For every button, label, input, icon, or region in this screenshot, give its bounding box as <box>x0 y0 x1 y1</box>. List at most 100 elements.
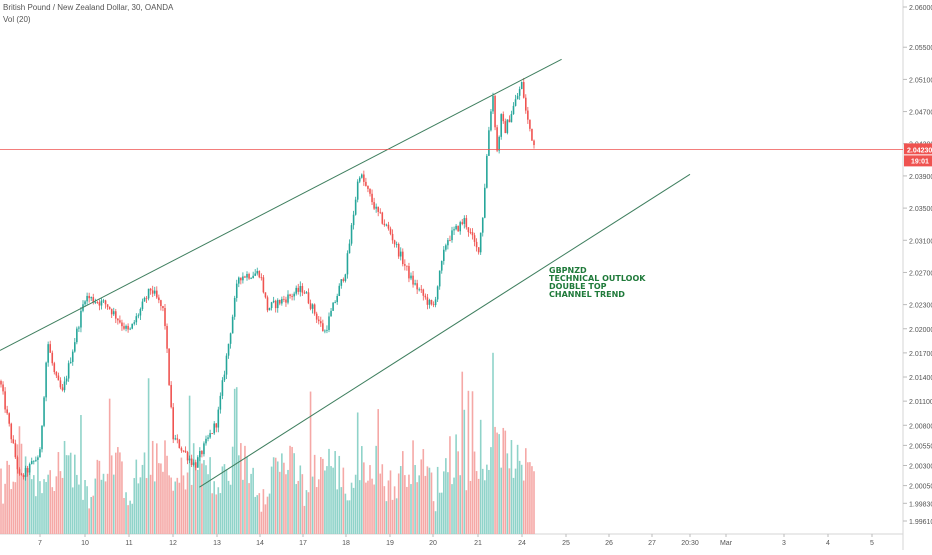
candle-body <box>506 119 509 134</box>
price-tick-label: 2.03100 <box>909 238 932 245</box>
volume-bar <box>416 482 418 534</box>
candle-body <box>123 326 125 329</box>
volume-bar <box>110 455 113 534</box>
volume-bar <box>41 493 43 534</box>
volume-bar <box>143 452 146 534</box>
volume-bar <box>289 445 291 534</box>
candle-body <box>30 461 33 465</box>
volume-bar <box>18 426 21 534</box>
trendline-upper <box>0 58 562 351</box>
volume-bar <box>410 484 412 534</box>
volume-bar <box>250 473 252 534</box>
candle-body <box>125 325 127 329</box>
candle-body <box>494 96 496 128</box>
volume-bar <box>307 492 310 534</box>
candle-body <box>205 438 207 444</box>
candle-body <box>479 232 482 253</box>
candle-body <box>330 310 332 317</box>
candle-body <box>385 224 388 226</box>
volume-bar <box>354 474 357 534</box>
volume-bar <box>221 466 224 534</box>
volume-bar <box>340 487 343 534</box>
volume-bar <box>186 472 189 534</box>
volume-bar <box>51 487 54 534</box>
volume-bar <box>270 466 273 534</box>
volume-bar <box>469 480 472 534</box>
volume-bar <box>22 475 25 534</box>
candle-body <box>194 462 197 468</box>
candle-body <box>490 111 492 131</box>
candle-body <box>404 264 406 266</box>
volume-bar <box>248 483 250 534</box>
volume-bar <box>133 478 136 534</box>
candle-body <box>254 273 256 276</box>
candle-body <box>414 283 416 285</box>
volume-bar <box>358 480 361 534</box>
candle-body <box>504 121 507 134</box>
volume-bar <box>135 459 138 534</box>
time-tick-label: 4 <box>826 540 830 547</box>
volume-bar <box>445 458 447 534</box>
candle-body <box>395 243 398 245</box>
candle-body <box>41 425 43 450</box>
candle-body <box>465 218 468 228</box>
volume-bar <box>395 498 398 534</box>
volume-bar <box>182 475 185 534</box>
volume-bar <box>74 454 76 534</box>
price-tick-label: 2.00300 <box>909 463 932 470</box>
candle-body <box>197 457 199 468</box>
candle-body <box>332 302 334 311</box>
candle-body <box>86 295 88 302</box>
candle-body <box>379 211 382 213</box>
volume-bar <box>137 483 140 534</box>
candle-body <box>137 315 140 317</box>
volume-bar <box>201 463 203 534</box>
price-tick-label: 2.02300 <box>909 303 932 310</box>
volume-indicator-label[interactable]: Vol (20) <box>3 15 31 24</box>
volume-bar <box>39 481 41 534</box>
candle-body <box>147 288 150 299</box>
volume-bar <box>332 467 334 534</box>
candle-body <box>477 247 480 253</box>
volume-bar <box>279 471 281 534</box>
volume-bar <box>502 427 505 534</box>
candle-body <box>498 136 500 151</box>
volume-bar <box>525 448 527 534</box>
volume-bar <box>43 479 45 534</box>
candle-body <box>244 276 246 278</box>
candle-body <box>500 114 502 137</box>
candle-body <box>76 328 78 343</box>
candle-body <box>514 99 517 106</box>
candle-body <box>221 380 224 396</box>
volume-bar <box>272 457 275 534</box>
volume-bar <box>151 440 154 534</box>
volume-bar <box>268 493 271 534</box>
candle-body <box>129 328 131 330</box>
volume-bar <box>139 477 142 534</box>
candle-body <box>420 289 423 291</box>
volume-bar <box>522 480 525 534</box>
volume-bar <box>527 462 529 534</box>
volume-bar <box>211 493 213 534</box>
volume-bar <box>33 475 35 534</box>
candle-body <box>115 311 117 319</box>
candle-body <box>328 316 330 330</box>
volume-bar <box>498 434 500 534</box>
volume-bar <box>432 501 435 534</box>
volume-bar <box>162 471 164 534</box>
volume-bar <box>399 466 402 534</box>
candle-body <box>475 241 478 248</box>
candle-body <box>518 89 521 96</box>
volume-bar <box>252 467 254 534</box>
volume-bar <box>69 452 72 534</box>
candle-body <box>428 299 431 305</box>
candle-body <box>520 82 523 90</box>
annotation-text[interactable]: GBPNZD TECHNICAL OUTLOOK DOUBLE TOP CHAN… <box>549 267 645 299</box>
candle-body <box>281 298 283 304</box>
candle-body <box>457 225 459 232</box>
volume-bar <box>231 446 234 534</box>
candle-body <box>112 311 115 315</box>
volume-bar <box>344 493 347 534</box>
